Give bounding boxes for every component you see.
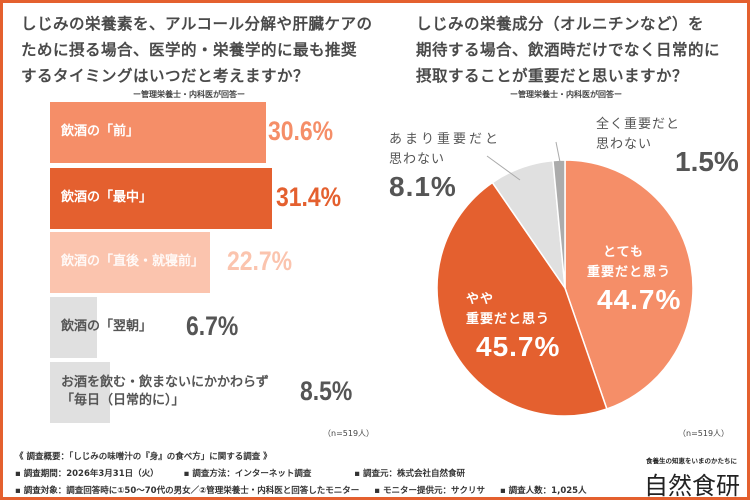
label-line: あまり重要だと xyxy=(389,132,502,147)
pie-label-somewhat-important: やや 重要だと思う 45.7% xyxy=(466,290,560,364)
pie-chart-title: しじみの栄養成分（オルニチンなど）を 期待する場合、飲酒時だけでなく日常的に 摂… xyxy=(416,11,720,89)
title-line: するタイミングはいつだと考えますか？ xyxy=(21,67,310,85)
bar-value-label: 30.6% xyxy=(268,116,334,146)
title-line: 摂取することが重要だと思いますか？ xyxy=(416,67,689,85)
title-line: しじみの栄養素を、アルコール分解や肝臓ケアの xyxy=(21,15,373,33)
bar-chart-sample-note: （n=519人） xyxy=(323,429,375,438)
bar-category-label: 飲酒の「直後・就寝前」 xyxy=(61,253,204,271)
label-line: やや xyxy=(466,292,495,307)
survey-count: ▪ 調査人数：1,025人 xyxy=(499,486,587,496)
label-line: 飲酒の「翌朝」 xyxy=(61,319,153,334)
pie-chart-sample-note: （n=519人） xyxy=(678,429,730,438)
bar xyxy=(50,232,211,293)
survey-heading: 《 調査概要：「しじみの味噌汁の『身』の食べ方」に関する調査 》 xyxy=(15,452,272,462)
label-line: 飲酒の「最中」 xyxy=(61,190,153,205)
label-line: 全く重要だと xyxy=(596,117,681,132)
pie-chart-subtitle: ー管理栄養士・内科医が回答ー xyxy=(510,90,622,99)
survey-source: ▪ 調査元：株式会社自然食研 xyxy=(354,469,466,479)
survey-method: ▪ 調査方法：インターネット調査 xyxy=(183,469,312,479)
bar-category-label: 飲酒の「前」 xyxy=(61,123,139,141)
label-line: 思わない xyxy=(596,137,653,152)
label-line: 重要だと思う xyxy=(466,312,551,327)
label-line: 重要だと思う xyxy=(587,265,672,280)
brand-logo: 自然食研 xyxy=(644,472,740,500)
survey-details-row1: ▪ 調査期間：2026年3月31日（火） ▪ 調査方法：インターネット調査 ▪ … xyxy=(15,467,487,479)
label-line: お酒を飲む・飲まないにかかわらず xyxy=(61,375,269,390)
leader-line xyxy=(555,141,561,163)
bar-category-label: 飲酒の「翌朝」 xyxy=(61,318,152,336)
survey-period: ▪ 調査期間：2026年3月31日（火） xyxy=(15,469,159,479)
bar-value-label: 6.7% xyxy=(186,311,239,341)
pie-value-not-important: 1.5% xyxy=(675,146,739,177)
bar-chart-subtitle: ー管理栄養士・内科医が回答ー xyxy=(133,90,245,99)
pie-value: 8.1% xyxy=(389,171,457,202)
survey-details-row2: ▪ 調査対象：調査回答時に①50～70代の男女／②管理栄養士・内科医と回答したモ… xyxy=(15,484,609,496)
pie-value: 45.7% xyxy=(476,331,561,362)
bar-value-label: 22.7% xyxy=(227,246,293,276)
pie-label-not-very-important: あまり重要だと 思わない 8.1% xyxy=(389,130,501,204)
pie-slice xyxy=(564,159,694,410)
pie-slice xyxy=(436,181,608,417)
survey-target: ▪ 調査対象：調査回答時に①50～70代の男女／②管理栄養士・内科医と回答したモ… xyxy=(15,486,360,496)
brand-tagline: 食養生の知恵をいまのかたちに xyxy=(646,457,737,465)
label-line: 飲酒の「直後・就寝前」 xyxy=(61,254,205,269)
pie-chart xyxy=(436,141,694,417)
label-line: 飲酒の「前」 xyxy=(61,124,140,139)
title-line: しじみの栄養成分（オルニチンなど）を xyxy=(416,15,705,33)
bar xyxy=(50,362,110,423)
bar-value-label: 31.4% xyxy=(276,182,342,212)
bar xyxy=(50,297,98,358)
title-line: 期待する場合、飲酒時だけでなく日常的に xyxy=(416,41,721,59)
label-line: 「毎日（日常的に）」 xyxy=(61,393,185,408)
label-line: とても xyxy=(603,245,644,260)
bar-category-label: お酒を飲む・飲まないにかかわらず 「毎日（日常的に）」 xyxy=(61,374,269,410)
pie-label-very-important: とても 重要だと思う 44.7% xyxy=(587,243,681,317)
bar-value-label: 8.5% xyxy=(300,376,353,406)
bar-category-label: 飲酒の「最中」 xyxy=(61,189,152,207)
label-line: 思わない xyxy=(389,152,446,167)
bar-chart-title: しじみの栄養素を、アルコール分解や肝臓ケアの ために摂る場合、医学的・栄養学的に… xyxy=(21,11,373,89)
leader-line xyxy=(486,155,521,181)
bar xyxy=(50,168,272,229)
title-line: ために摂る場合、医学的・栄養学的に最も推奨 xyxy=(21,41,358,59)
bar xyxy=(50,102,267,163)
pie-label-not-important: 全く重要だと 思わない xyxy=(596,115,680,155)
pie-slice xyxy=(552,159,566,289)
pie-value: 44.7% xyxy=(597,284,682,315)
monitor-provider: ▪ モニター提供元：サクリサ xyxy=(374,486,485,496)
